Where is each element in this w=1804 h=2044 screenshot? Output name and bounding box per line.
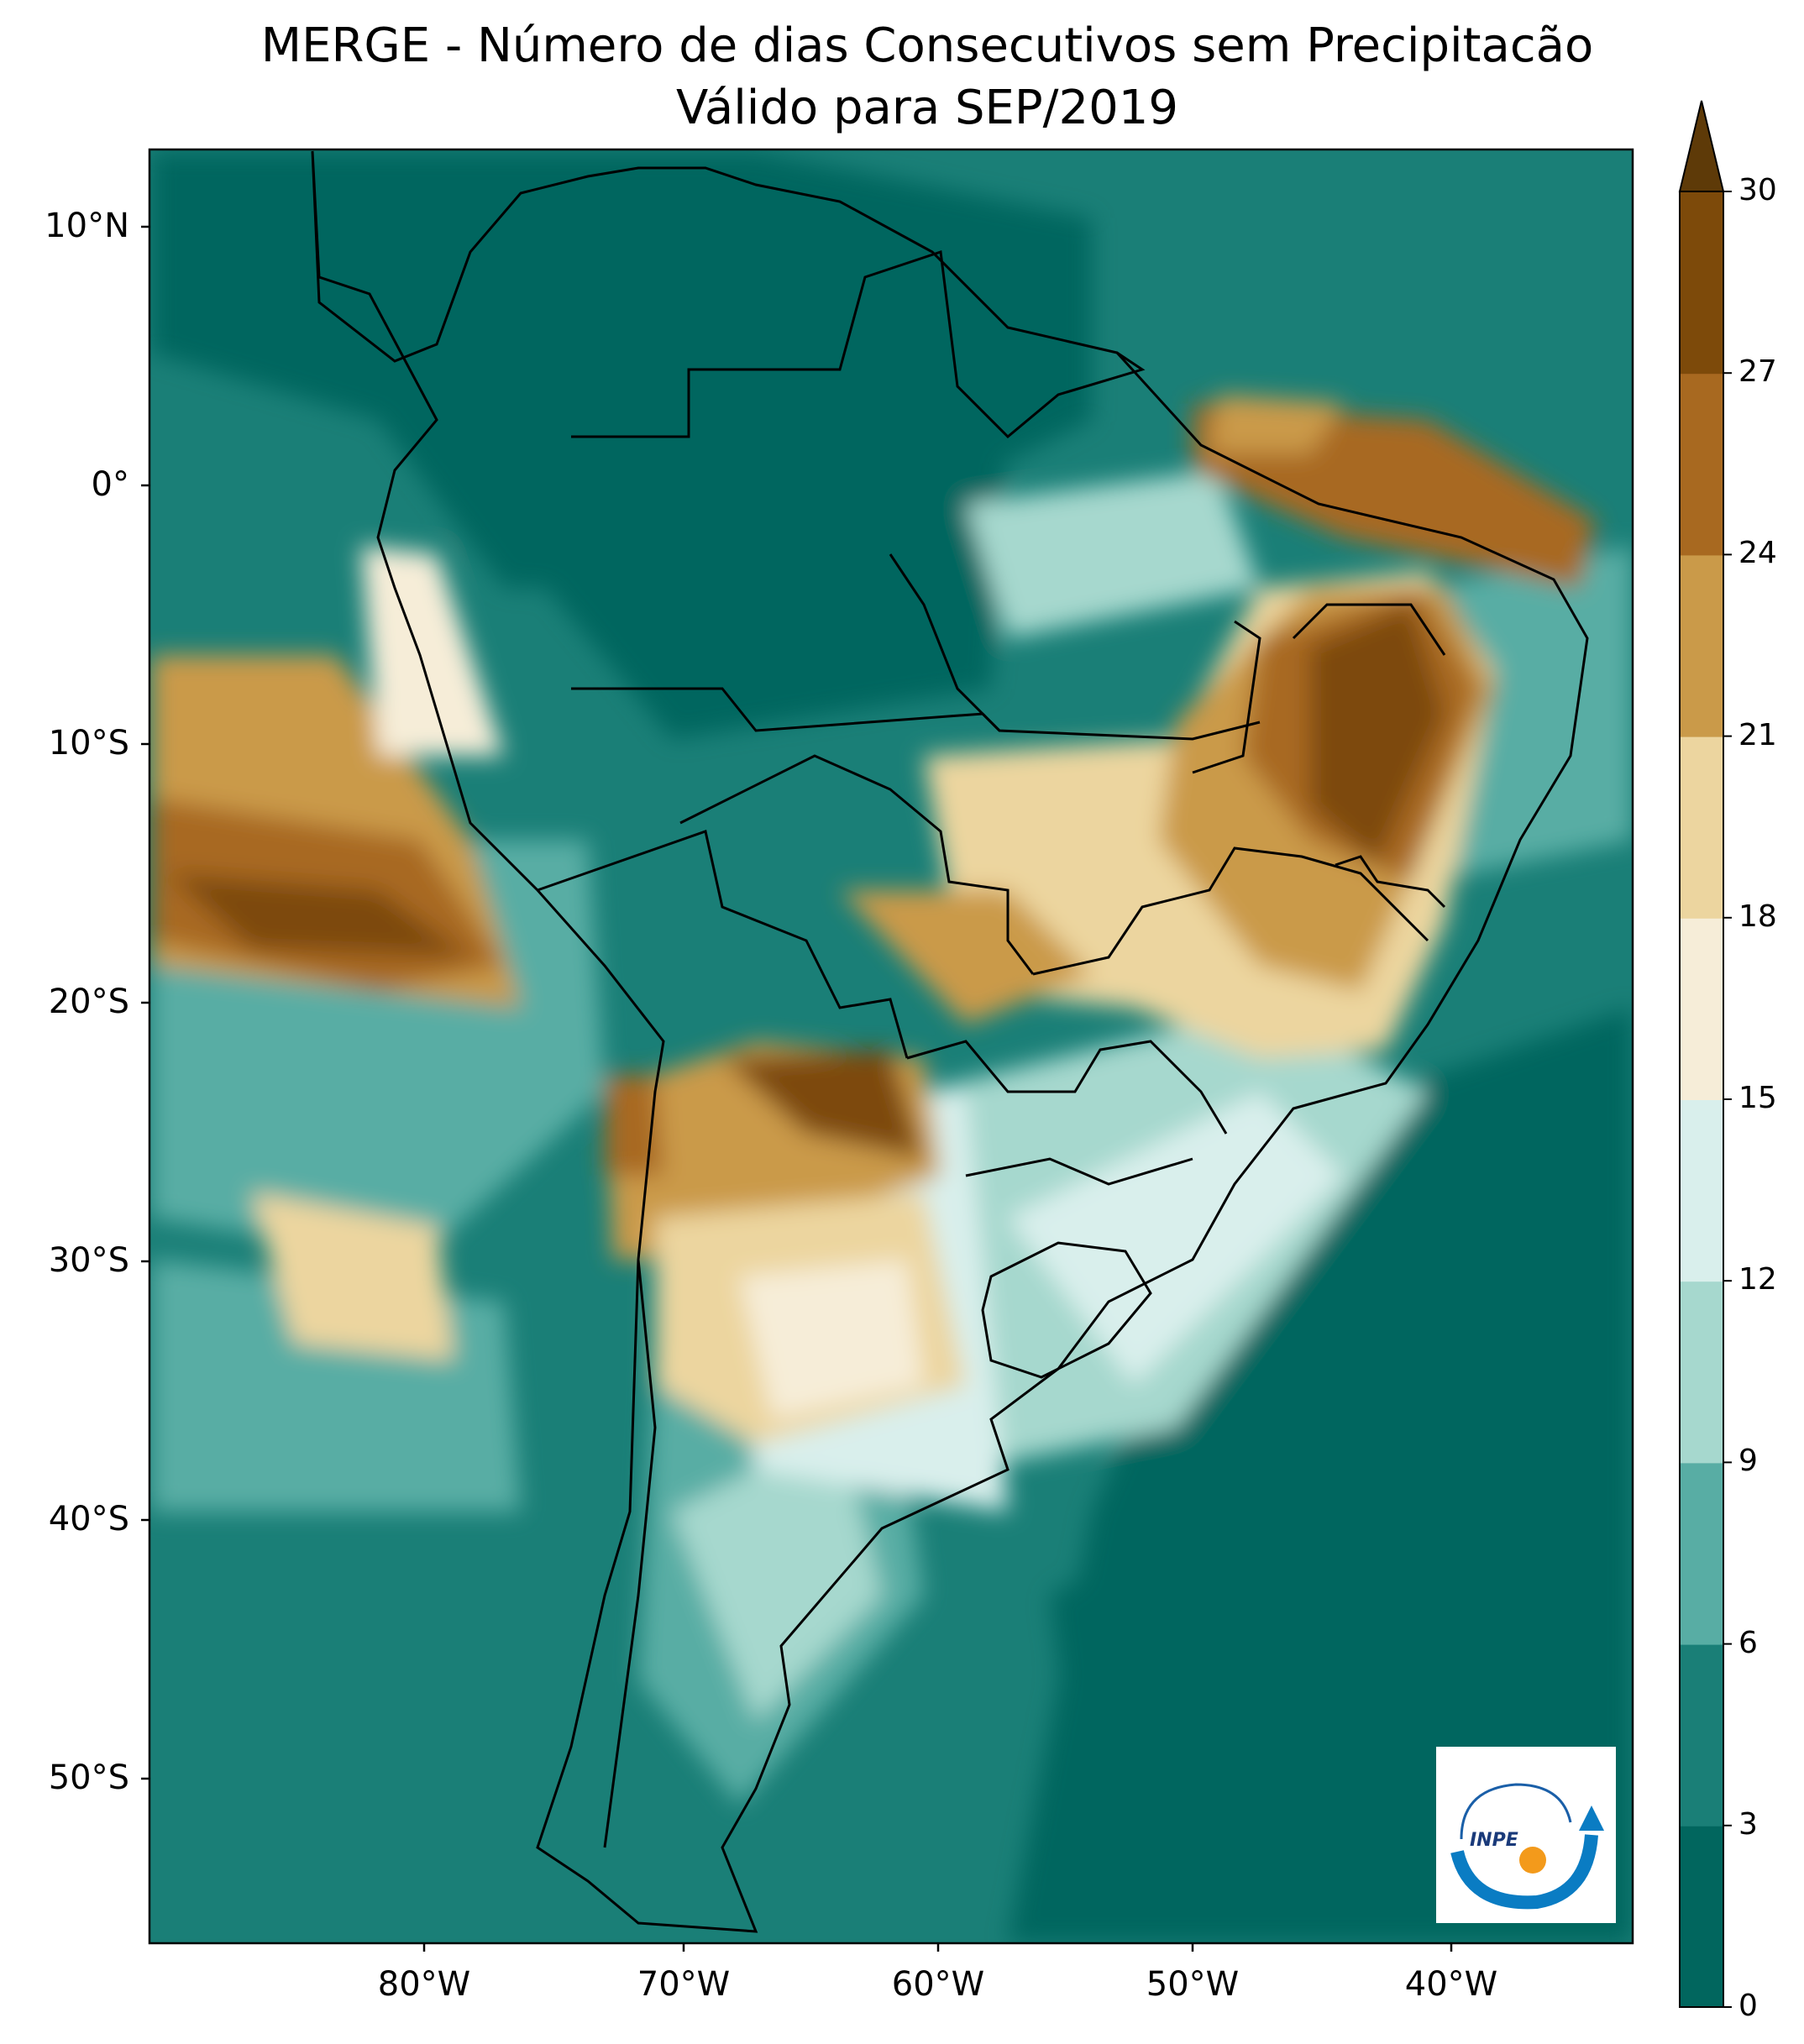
x-axis-ticks <box>422 1943 1453 1952</box>
y-tick-label: 20°S <box>48 983 129 1021</box>
y-tick-label: 0° <box>91 465 129 504</box>
y-axis-ticks <box>141 225 149 1780</box>
colorbar-tick-label: 27 <box>1738 354 1777 390</box>
x-tick-label: 60°W <box>891 1965 985 2004</box>
map-title: MERGE - Número de dias Consecutivos sem … <box>260 18 1594 73</box>
colorbar-bin <box>1680 1462 1723 1645</box>
colorbar-tick-label: 6 <box>1738 1625 1758 1660</box>
y-tick-label: 10°N <box>45 207 129 245</box>
colorbar-bin <box>1680 554 1723 737</box>
colorbar-tick-label: 3 <box>1738 1806 1758 1842</box>
logo-text: INPE <box>1470 1830 1518 1851</box>
x-tick-label: 70°W <box>637 1965 731 2004</box>
colorbar-bin <box>1680 1281 1723 1464</box>
colorbar-bin <box>1680 736 1723 919</box>
y-tick-label: 30°S <box>48 1241 129 1280</box>
colorbar-tick-label: 12 <box>1738 1262 1777 1297</box>
colorbar-tick-label: 9 <box>1738 1444 1758 1479</box>
colorbar-tick-label: 18 <box>1738 899 1777 934</box>
inpe-logo: INPE <box>1436 1747 1616 1923</box>
colorbar <box>1678 100 1732 2008</box>
y-tick-label: 50°S <box>48 1758 129 1797</box>
heatmap-field <box>149 149 1633 1943</box>
coastline <box>311 150 1589 1933</box>
colorbar-bin <box>1680 191 1723 375</box>
x-tick-label: 40°W <box>1404 1965 1498 2004</box>
map-frame <box>148 148 1634 1945</box>
colorbar-extend-arrow <box>1678 100 1725 192</box>
colorbar-bin <box>1680 1099 1723 1282</box>
colorbar-tick-label: 15 <box>1738 1081 1777 1115</box>
colorbar-bin <box>1680 1825 1723 2008</box>
x-tick-label: 50°W <box>1146 1965 1240 2004</box>
colorbar-tick-label: 21 <box>1738 717 1777 752</box>
y-tick-label: 40°S <box>48 1500 129 1538</box>
colorbar-bin <box>1680 917 1723 1100</box>
map-subtitle: Válido para SEP/2019 <box>675 81 1179 135</box>
colorbar-tick-label: 0 <box>1738 1989 1758 2023</box>
colorbar-bin <box>1680 1643 1723 1826</box>
colorbar-bin <box>1680 373 1723 556</box>
inpe-logo-icon: INPE <box>1450 1783 1604 1910</box>
colorbar-tick-label: 30 <box>1738 173 1777 207</box>
colorbar-tick-label: 24 <box>1738 536 1777 571</box>
y-tick-label: 10°S <box>48 724 129 763</box>
x-tick-label: 80°W <box>377 1965 471 2004</box>
